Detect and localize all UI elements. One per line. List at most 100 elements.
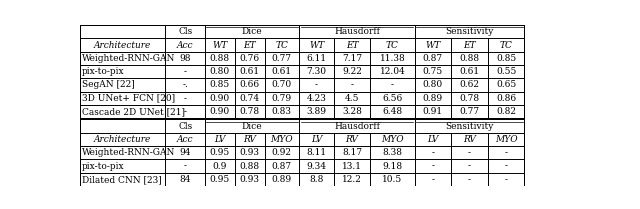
- Text: 0.55: 0.55: [496, 67, 516, 76]
- Text: pix-to-pix: pix-to-pix: [82, 162, 125, 171]
- Text: 13.1: 13.1: [342, 162, 362, 171]
- Text: 0.80: 0.80: [210, 67, 230, 76]
- Text: -: -: [315, 80, 318, 89]
- Text: 0.90: 0.90: [210, 94, 230, 103]
- Text: 8.11: 8.11: [307, 148, 326, 157]
- Text: 3D UNet+ FCN [20]: 3D UNet+ FCN [20]: [82, 94, 175, 103]
- Text: 0.61: 0.61: [239, 67, 260, 76]
- Text: 0.95: 0.95: [210, 175, 230, 184]
- Text: WT: WT: [309, 41, 324, 50]
- Text: -: -: [468, 175, 471, 184]
- Text: Sensitivity: Sensitivity: [445, 27, 494, 36]
- Text: Weighted-RNN-GAN: Weighted-RNN-GAN: [82, 54, 175, 63]
- Text: 3.89: 3.89: [307, 107, 326, 116]
- Text: LV: LV: [428, 135, 438, 144]
- Text: -: -: [184, 94, 187, 103]
- Text: -: -: [504, 162, 508, 171]
- Text: -: -: [184, 162, 187, 171]
- Text: -: -: [351, 80, 353, 89]
- Text: ET: ET: [243, 41, 256, 50]
- Text: 0.65: 0.65: [496, 80, 516, 89]
- Text: pix-to-pix: pix-to-pix: [82, 67, 125, 76]
- Text: MYO: MYO: [495, 135, 517, 144]
- Text: RV: RV: [346, 135, 358, 144]
- Text: 7.17: 7.17: [342, 54, 362, 63]
- Text: 98: 98: [179, 54, 191, 63]
- Text: 0.79: 0.79: [272, 94, 292, 103]
- Text: 10.5: 10.5: [382, 175, 403, 184]
- Text: WT: WT: [212, 41, 227, 50]
- Text: TC: TC: [500, 41, 513, 50]
- Text: 0.9: 0.9: [212, 162, 227, 171]
- Text: Cls: Cls: [178, 27, 192, 36]
- Text: 0.85: 0.85: [496, 54, 516, 63]
- Text: 0.76: 0.76: [239, 54, 260, 63]
- Text: 0.80: 0.80: [423, 80, 443, 89]
- Text: 0.78: 0.78: [239, 107, 260, 116]
- Text: SegAN [22]: SegAN [22]: [82, 80, 135, 89]
- Text: Weighted-RNN-GAN: Weighted-RNN-GAN: [82, 148, 175, 157]
- Text: -: -: [431, 162, 435, 171]
- Text: 0.89: 0.89: [423, 94, 443, 103]
- Text: LV: LV: [311, 135, 323, 144]
- Text: 9.22: 9.22: [342, 67, 362, 76]
- Text: 0.90: 0.90: [210, 107, 230, 116]
- Text: 0.91: 0.91: [423, 107, 443, 116]
- Text: WT: WT: [425, 41, 440, 50]
- Text: TC: TC: [275, 41, 288, 50]
- Text: 0.93: 0.93: [239, 148, 260, 157]
- Text: -: -: [431, 175, 435, 184]
- Text: LV: LV: [214, 135, 225, 144]
- Text: 6.11: 6.11: [307, 54, 326, 63]
- Text: 0.88: 0.88: [239, 162, 260, 171]
- Text: Dice: Dice: [242, 122, 262, 131]
- Text: 6.56: 6.56: [382, 94, 403, 103]
- Text: 9.18: 9.18: [383, 162, 403, 171]
- Text: 84: 84: [179, 175, 191, 184]
- Text: 0.83: 0.83: [272, 107, 292, 116]
- Text: 4.5: 4.5: [345, 94, 359, 103]
- Text: 12.04: 12.04: [380, 67, 405, 76]
- Text: 0.87: 0.87: [272, 162, 292, 171]
- Text: 0.88: 0.88: [460, 54, 479, 63]
- Text: 12.2: 12.2: [342, 175, 362, 184]
- Text: -: -: [431, 148, 435, 157]
- Text: 4.23: 4.23: [307, 94, 326, 103]
- Text: ET: ET: [463, 41, 476, 50]
- Text: Hausdorff: Hausdorff: [334, 122, 380, 131]
- Text: -: -: [391, 80, 394, 89]
- Text: 0.61: 0.61: [460, 67, 479, 76]
- Text: 6.48: 6.48: [383, 107, 403, 116]
- Text: RV: RV: [463, 135, 476, 144]
- Text: 0.77: 0.77: [460, 107, 479, 116]
- Text: 0.92: 0.92: [272, 148, 292, 157]
- Text: Cascade 2D UNet [21]: Cascade 2D UNet [21]: [82, 107, 185, 116]
- Text: 0.89: 0.89: [272, 175, 292, 184]
- Text: 0.95: 0.95: [210, 148, 230, 157]
- Text: 0.88: 0.88: [210, 54, 230, 63]
- Text: Sensitivity: Sensitivity: [445, 122, 494, 131]
- Text: MYO: MYO: [271, 135, 293, 144]
- Text: Cls: Cls: [178, 122, 192, 131]
- Text: Architecture: Architecture: [94, 41, 151, 50]
- Text: 7.30: 7.30: [307, 67, 326, 76]
- Text: 0.61: 0.61: [272, 67, 292, 76]
- Text: Dice: Dice: [242, 27, 262, 36]
- Text: 0.85: 0.85: [210, 80, 230, 89]
- Text: Dilated CNN [23]: Dilated CNN [23]: [82, 175, 162, 184]
- Bar: [80, 120, 524, 186]
- Text: 0.86: 0.86: [496, 94, 516, 103]
- Text: 94: 94: [179, 148, 191, 157]
- Text: 8.38: 8.38: [383, 148, 403, 157]
- Text: Architecture: Architecture: [94, 135, 151, 144]
- Text: -: -: [468, 148, 471, 157]
- Text: 8.17: 8.17: [342, 148, 362, 157]
- Text: Acc: Acc: [177, 135, 193, 144]
- Text: RV: RV: [243, 135, 256, 144]
- Text: -.: -.: [182, 80, 188, 89]
- Text: Hausdorff: Hausdorff: [334, 27, 380, 36]
- Text: 0.78: 0.78: [460, 94, 479, 103]
- Text: -: -: [504, 148, 508, 157]
- Text: -: -: [184, 67, 187, 76]
- Text: -: -: [504, 175, 508, 184]
